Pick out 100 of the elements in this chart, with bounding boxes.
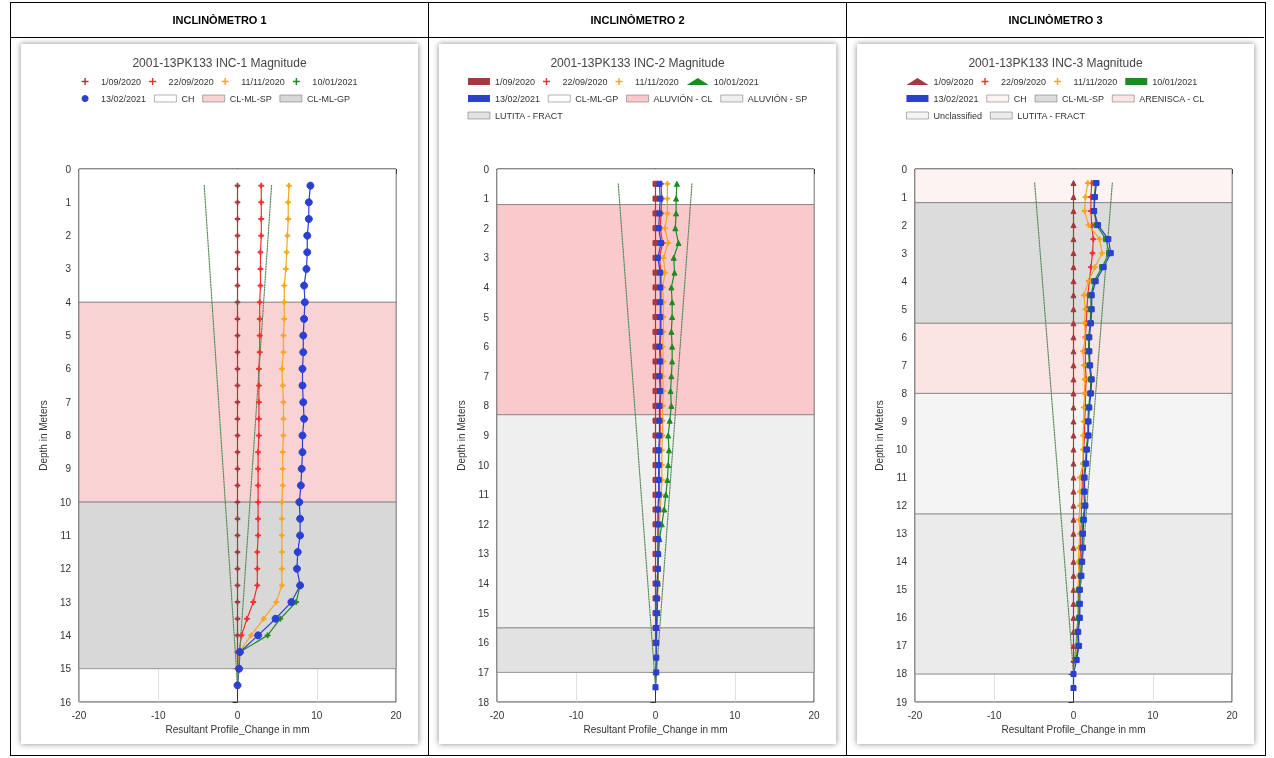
legend-label: Unclassified — [933, 110, 982, 121]
legend-label: CL-ML-GP — [575, 93, 619, 104]
y-tick-label: 7 — [901, 359, 908, 371]
y-tick-label: 3 — [901, 247, 908, 259]
legend-label: 13/02/2021 — [101, 93, 147, 104]
legend-label: 1/09/2020 — [933, 76, 974, 87]
legend-label: 13/02/2021 — [933, 93, 979, 104]
y-tick-label: 12 — [477, 518, 490, 530]
chart-subtitle: 2001-13PK133 INC-3 Magnitude — [968, 56, 1143, 70]
legend-label: 10/01/2021 — [1152, 76, 1198, 87]
legend-label: 22/09/2020 — [168, 76, 214, 87]
legend-label: CH — [1013, 93, 1027, 104]
x-tick-label: -20 — [907, 709, 923, 721]
legend-label: LUTITA - FRACT — [1017, 110, 1086, 121]
y-tick-label: 14 — [895, 556, 908, 568]
legend-label: 10/01/2021 — [713, 76, 759, 87]
y-tick-label: 2 — [483, 222, 490, 234]
y-tick-label: 2 — [901, 219, 908, 231]
y-tick-label: 18 — [895, 668, 908, 680]
y-tick-label: 15 — [59, 663, 72, 675]
legend-label: 11/11/2020 — [635, 76, 679, 87]
x-tick-label: 0 — [652, 709, 659, 721]
x-axis-title: Resultant Profile_Change in mm — [165, 724, 310, 736]
legend-label: CL-ML-SP — [229, 93, 272, 104]
y-tick-label: 8 — [65, 430, 72, 441]
legend-label: CL-ML-SP — [1062, 93, 1105, 104]
x-axis-title: Resultant Profile_Change in mm — [1001, 724, 1146, 736]
legend-label: CL-ML-GP — [306, 93, 350, 104]
y-tick-label: 10 — [895, 444, 908, 456]
y-tick-label: 0 — [483, 163, 490, 175]
x-tick-label: -20 — [71, 709, 87, 721]
y-tick-label: 13 — [895, 528, 908, 540]
y-tick-label: 4 — [65, 296, 72, 308]
x-tick-label: -10 — [151, 709, 166, 721]
y-tick-label: 2 — [65, 230, 72, 242]
y-tick-label: 9 — [483, 430, 490, 441]
y-tick-label: 16 — [477, 637, 490, 649]
x-tick-label: 20 — [1226, 709, 1238, 721]
y-tick-label: 16 — [895, 612, 908, 624]
chart-subtitle: 2001-13PK133 INC-2 Magnitude — [550, 56, 725, 70]
x-tick-label: 10 — [729, 709, 741, 721]
legend-label: ARENISCA - CL — [1139, 93, 1205, 104]
chart-subtitle: 2001-13PK133 INC-1 Magnitude — [132, 56, 307, 70]
x-axis-title: Resultant Profile_Change in mm — [583, 724, 728, 736]
y-tick-label: 11 — [896, 472, 908, 484]
y-tick-label: 1 — [483, 193, 490, 205]
y-tick-label: 5 — [483, 311, 490, 323]
chart-title: INCLINÒMETRO 1 — [11, 3, 428, 38]
y-tick-label: 0 — [901, 163, 908, 175]
y-tick-label: 14 — [59, 629, 72, 641]
y-tick-label: 4 — [483, 281, 490, 293]
y-axis-title: Depth in Meters — [874, 400, 886, 471]
y-tick-label: 8 — [483, 400, 490, 412]
y-tick-label: 14 — [477, 578, 490, 590]
y-tick-label: 7 — [483, 370, 490, 382]
legend-label: 1/09/2020 — [101, 76, 142, 87]
legend-label: LUTITA - FRACT — [494, 110, 564, 121]
y-tick-label: 3 — [65, 263, 72, 275]
y-tick-label: 17 — [477, 666, 490, 678]
y-tick-label: 0 — [65, 163, 72, 175]
y-tick-label: 4 — [901, 275, 908, 287]
x-tick-label: 0 — [1070, 709, 1077, 721]
y-tick-label: 16 — [59, 696, 72, 708]
legend-label: 10/01/2021 — [312, 76, 358, 87]
y-tick-label: 8 — [901, 387, 908, 399]
y-tick-label: 12 — [59, 563, 72, 575]
chart-title: INCLINÒMETRO 3 — [847, 3, 1264, 38]
y-tick-label: 6 — [901, 331, 908, 343]
y-tick-label: 9 — [901, 415, 908, 427]
legend-label: 11/11/2020 — [1073, 76, 1118, 87]
y-tick-label: 18 — [477, 696, 490, 708]
x-tick-label: 20 — [808, 709, 820, 721]
y-tick-label: 7 — [65, 396, 72, 408]
y-tick-label: 11 — [60, 529, 72, 541]
x-tick-label: -10 — [987, 709, 1002, 721]
y-tick-label: 17 — [895, 640, 908, 652]
y-axis-title: Depth in Meters — [456, 400, 468, 471]
y-tick-label: 12 — [895, 500, 908, 512]
y-tick-label: 9 — [65, 463, 72, 475]
y-tick-label: 15 — [477, 607, 490, 619]
legend-label: 22/09/2020 — [1001, 76, 1047, 87]
x-tick-label: 10 — [311, 709, 323, 721]
y-tick-label: 15 — [895, 584, 908, 596]
x-tick-label: -10 — [569, 709, 584, 721]
x-tick-label: 10 — [1147, 709, 1159, 721]
y-tick-label: 1 — [65, 196, 72, 208]
x-tick-label: 0 — [234, 709, 241, 721]
y-tick-label: 10 — [477, 459, 490, 471]
legend-label: ALUVIÓN - CL — [653, 93, 713, 104]
chart-title: INCLINÒMETRO 2 — [429, 3, 846, 38]
legend-label: 1/09/2020 — [494, 76, 536, 87]
y-tick-label: 5 — [65, 330, 72, 342]
y-tick-label: 13 — [59, 596, 72, 608]
y-tick-label: 19 — [895, 696, 908, 708]
y-tick-label: 5 — [901, 303, 908, 315]
y-tick-label: 10 — [59, 496, 72, 508]
legend-label: 22/09/2020 — [562, 76, 608, 87]
y-axis-title: Depth in Meters — [38, 400, 50, 471]
legend-label: ALUVIÓN - SP — [747, 93, 808, 104]
y-tick-label: 6 — [65, 363, 72, 375]
